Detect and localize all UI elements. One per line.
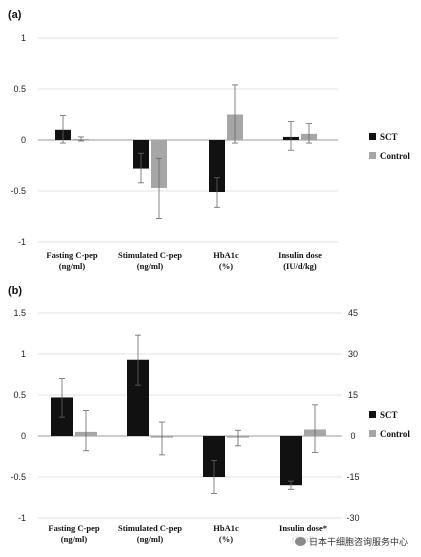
y-tick-label: 1 <box>21 349 26 359</box>
y2-tick-label: 15 <box>348 390 358 400</box>
category-label: (%) <box>219 261 233 271</box>
panel-label: (b) <box>8 285 22 297</box>
bar-sct <box>127 359 149 436</box>
legend-label: Control <box>380 429 410 439</box>
y-tick-label: 0 <box>21 431 26 441</box>
category-label: HbA1c <box>213 523 239 533</box>
panel-label: (a) <box>8 9 22 21</box>
y-tick-label: 1 <box>21 33 26 43</box>
category-label: Insulin dose* <box>279 523 327 533</box>
y2-tick-label: 0 <box>350 431 355 441</box>
watermark: 日本干细胞咨询服务中心 <box>291 534 411 549</box>
category-label: Stimulated C-pep <box>118 523 182 533</box>
legend-swatch-control <box>369 152 376 159</box>
y-tick-label: 0.5 <box>13 390 26 400</box>
y-tick-label: 1.5 <box>13 308 26 318</box>
category-label: Fasting C-pep <box>48 523 100 533</box>
y2-tick-label: -15 <box>346 472 359 482</box>
legend-swatch-sct <box>369 133 376 140</box>
category-label: (ng/ml) <box>59 261 86 271</box>
category-label: Stimulated C-pep <box>118 250 182 260</box>
category-label: (IU/d/kg) <box>283 261 317 271</box>
y-tick-label: -1 <box>18 237 26 247</box>
category-label: (ng/ml) <box>137 261 164 271</box>
watermark-text: 日本干细胞咨询服务中心 <box>308 538 408 548</box>
y2-tick-label: 30 <box>348 349 358 359</box>
legend-label: SCT <box>380 410 398 420</box>
y-tick-label: -0.5 <box>10 186 26 196</box>
y-tick-label: -0.5 <box>10 472 26 482</box>
category-label: Fasting C-pep <box>46 250 98 260</box>
y-tick-label: -1 <box>18 513 26 523</box>
legend-swatch-control <box>369 430 376 437</box>
category-label: (%) <box>219 534 233 544</box>
y2-tick-label: 45 <box>348 308 358 318</box>
y2-tick-label: -30 <box>346 513 359 523</box>
y-tick-label: 0 <box>21 135 26 145</box>
category-label: HbA1c <box>213 250 239 260</box>
category-label: Insulin dose <box>278 250 322 260</box>
legend-swatch-sct <box>369 411 376 418</box>
bar-sct <box>203 436 225 477</box>
chart-panel-b: (b) -1 -0.5 0 0.5 1 1.5 -30 -15 0 15 30 45 Fasting C-… <box>8 285 410 544</box>
category-label: (ng/ml) <box>137 534 164 544</box>
wechat-icon <box>294 537 306 546</box>
legend-label: Control <box>380 151 410 161</box>
bar-sct <box>209 140 225 193</box>
category-label: (ng/ml) <box>61 534 88 544</box>
legend-label: SCT <box>380 132 398 142</box>
y-tick-label: 0.5 <box>13 84 26 94</box>
bar-sct <box>280 436 302 486</box>
